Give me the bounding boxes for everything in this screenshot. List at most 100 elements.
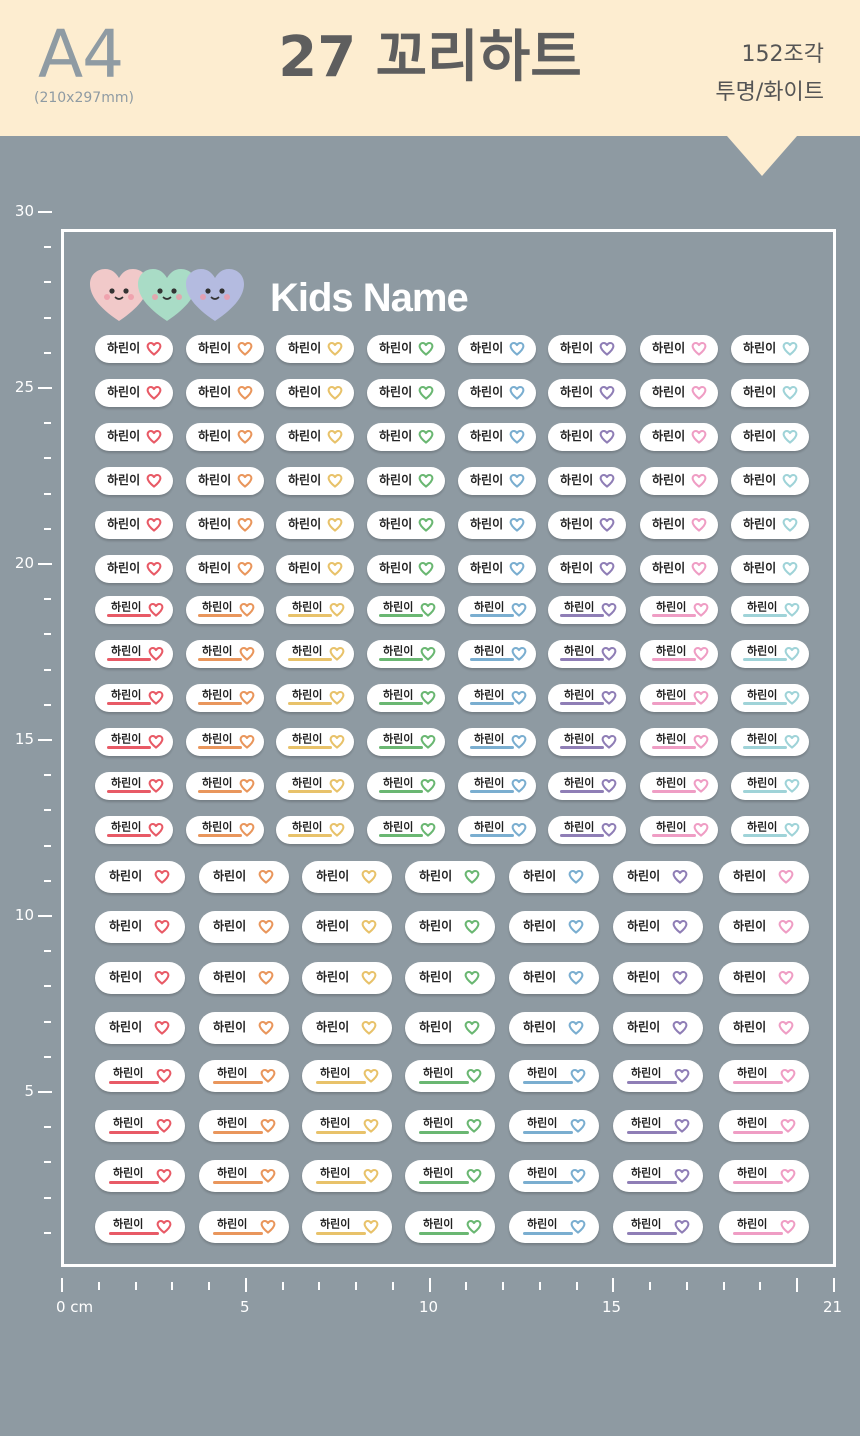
- sticker-name-text: 하린이: [652, 561, 686, 576]
- name-sticker: 하린이: [95, 596, 173, 624]
- sticker-name-text: 하린이: [470, 429, 504, 444]
- heart-tail-icon: [464, 919, 480, 935]
- sticker-name-text: 하린이: [292, 600, 323, 614]
- heart-tail-icon: [148, 734, 164, 750]
- heart-tail-icon: [146, 341, 162, 357]
- sticker-tail-line: [652, 614, 696, 617]
- name-sticker: 하린이: [95, 684, 173, 712]
- sticker-name-text: 하린이: [631, 1217, 662, 1231]
- sticker-tail-line: [198, 614, 242, 617]
- ruler-label-horizontal: 10: [419, 1298, 439, 1316]
- heart-tail-icon: [146, 561, 162, 577]
- sticker-name-text: 하린이: [631, 1166, 662, 1180]
- heart-tail-icon: [146, 517, 162, 533]
- heart-tail-icon: [778, 970, 794, 986]
- sticker-name-text: 하린이: [213, 919, 247, 934]
- heart-tail-icon: [691, 473, 707, 489]
- heart-tail-icon: [466, 1219, 482, 1235]
- sticker-tail-line: [470, 614, 514, 617]
- sticker-tail-line: [627, 1131, 677, 1134]
- heart-tail-icon: [691, 385, 707, 401]
- sticker-name-text: 하린이: [217, 1166, 248, 1180]
- sticker-name-text: 하린이: [627, 1020, 661, 1035]
- heart-tail-icon: [570, 1118, 586, 1134]
- name-sticker: 하린이: [302, 962, 392, 994]
- name-sticker: 하린이: [276, 511, 354, 539]
- sticker-tail-line: [733, 1131, 783, 1134]
- name-sticker: 하린이: [199, 1060, 289, 1092]
- sticker-name-text: 하린이: [198, 429, 232, 444]
- heart-tail-icon: [239, 690, 255, 706]
- ruler-tick-horizontal: [502, 1282, 505, 1290]
- heart-tail-icon: [239, 734, 255, 750]
- sticker-name-text: 하린이: [747, 732, 778, 746]
- heart-tail-icon: [329, 646, 345, 662]
- sticker-name-text: 하린이: [383, 776, 414, 790]
- heart-tail-icon: [674, 1219, 690, 1235]
- name-sticker: 하린이: [186, 684, 264, 712]
- heart-tail-icon: [363, 1219, 379, 1235]
- sticker-tail-line: [107, 746, 151, 749]
- sticker-tail-line: [560, 614, 604, 617]
- sticker-tail-line: [419, 1232, 469, 1235]
- sticker-name-text: 하린이: [109, 970, 143, 985]
- header-banner: A4 (210x297mm) 27 꼬리하트 152조각 투명/화이트: [0, 0, 860, 136]
- ruler-label-horizontal: 5: [240, 1298, 250, 1316]
- heart-tail-icon: [778, 1020, 794, 1036]
- heart-tail-icon: [420, 646, 436, 662]
- heart-tail-icon: [239, 822, 255, 838]
- sticker-name-text: 하린이: [560, 561, 594, 576]
- sticker-tail-line: [470, 658, 514, 661]
- sticker-name-text: 하린이: [107, 517, 141, 532]
- sticker-sheet-frame: [61, 229, 836, 1267]
- sticker-name-text: 하린이: [627, 869, 661, 884]
- sticker-name-text: 하린이: [383, 732, 414, 746]
- sticker-tail-line: [107, 790, 151, 793]
- name-sticker: 하린이: [199, 1211, 289, 1243]
- name-sticker: 하린이: [719, 911, 809, 943]
- sticker-name-text: 하린이: [523, 919, 557, 934]
- sticker-name-text: 하린이: [743, 561, 777, 576]
- sticker-name-text: 하린이: [198, 517, 232, 532]
- heart-tail-icon: [780, 1168, 796, 1184]
- heart-tail-icon: [674, 1118, 690, 1134]
- sticker-tail-line: [109, 1181, 159, 1184]
- sticker-name-text: 하린이: [217, 1066, 248, 1080]
- heart-tail-icon: [464, 970, 480, 986]
- sticker-tail-line: [379, 658, 423, 661]
- sticker-tail-line: [523, 1081, 573, 1084]
- heart-tail-icon: [258, 869, 274, 885]
- heart-tail-icon: [420, 734, 436, 750]
- sticker-name-text: 하린이: [292, 688, 323, 702]
- sticker-tail-line: [198, 702, 242, 705]
- name-sticker: 하린이: [186, 335, 264, 363]
- name-sticker: 하린이: [548, 816, 626, 844]
- ruler-tick-horizontal: [759, 1282, 762, 1290]
- heart-tail-icon: [148, 690, 164, 706]
- sticker-tail-line: [652, 658, 696, 661]
- sticker-name-text: 하린이: [737, 1116, 768, 1130]
- sticker-name-text: 하린이: [527, 1166, 558, 1180]
- ruler-tick-horizontal: [833, 1278, 835, 1292]
- sticker-tail-line: [288, 790, 332, 793]
- heart-tail-icon: [156, 1168, 172, 1184]
- ruler-tick-horizontal: [428, 1278, 431, 1292]
- sticker-tail-line: [109, 1131, 159, 1134]
- name-sticker: 하린이: [458, 379, 536, 407]
- sticker-name-text: 하린이: [288, 517, 322, 532]
- ruler-tick-horizontal: [391, 1282, 394, 1290]
- sticker-name-text: 하린이: [419, 919, 453, 934]
- sticker-name-text: 하린이: [652, 429, 686, 444]
- paper-dimensions: (210x297mm): [34, 90, 134, 106]
- name-sticker: 하린이: [199, 962, 289, 994]
- sticker-name-text: 하린이: [747, 644, 778, 658]
- heart-tail-icon: [672, 1020, 688, 1036]
- sticker-name-text: 하린이: [383, 600, 414, 614]
- sticker-tail-line: [470, 746, 514, 749]
- heart-tail-icon: [599, 517, 615, 533]
- heart-tail-icon: [782, 473, 798, 489]
- name-sticker: 하린이: [509, 1012, 599, 1044]
- name-sticker: 하린이: [613, 861, 703, 893]
- sticker-name-text: 하린이: [316, 869, 350, 884]
- name-sticker: 하린이: [95, 1160, 185, 1192]
